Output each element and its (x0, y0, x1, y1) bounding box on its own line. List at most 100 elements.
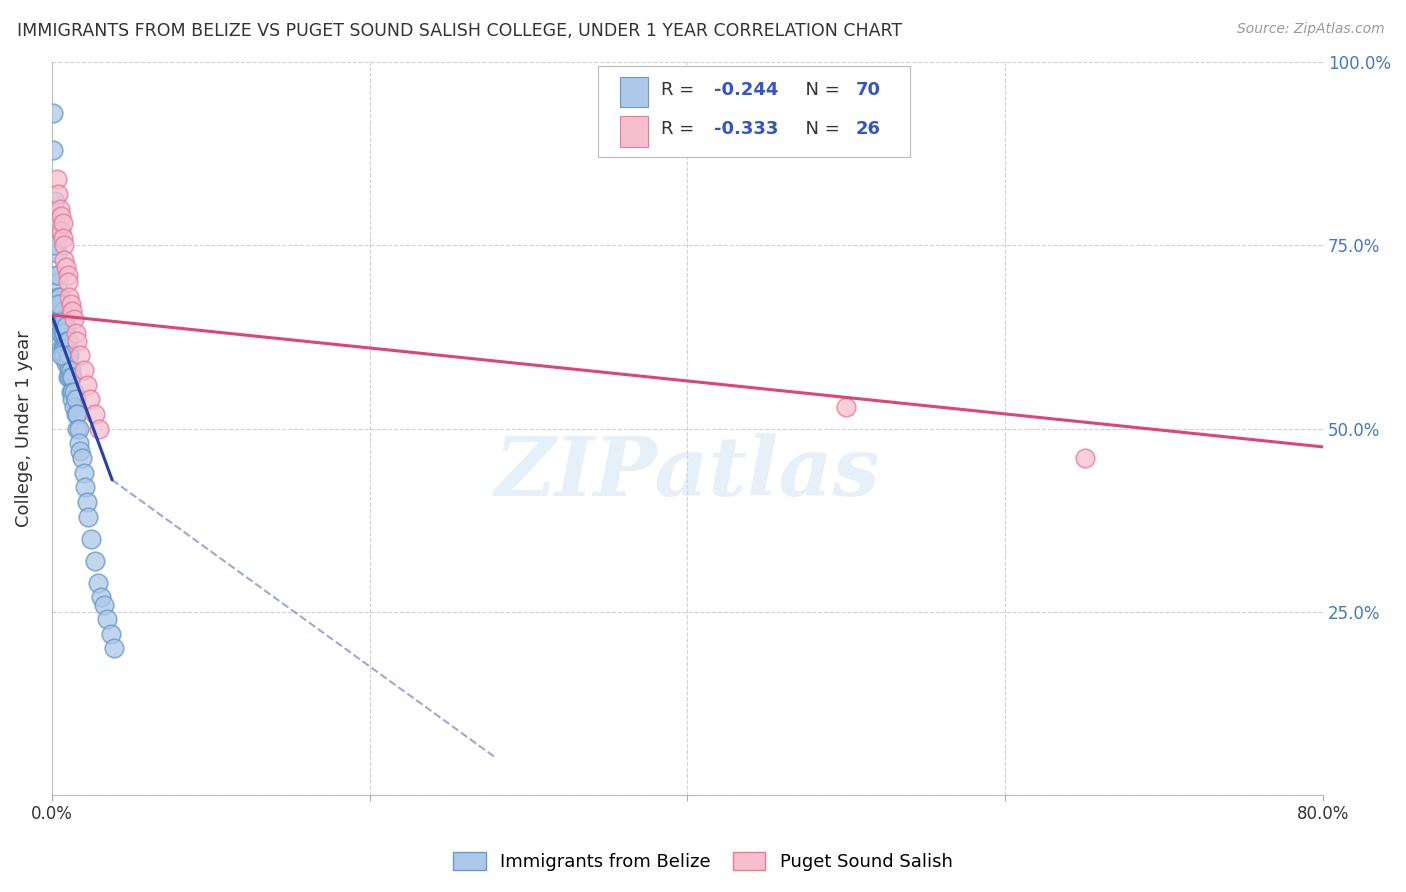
Text: -0.244: -0.244 (714, 80, 779, 99)
Point (56, 356, 79, 370)
Point (53, 311, 76, 326)
Point (62, 304, 84, 318)
Point (55, 334, 77, 348)
Point (45, 268, 67, 282)
Point (67, 436, 90, 450)
Point (56, 275, 79, 289)
Point (69, 443, 91, 458)
Point (55, 260, 77, 275)
Point (59, 363, 82, 377)
Point (83, 553, 105, 567)
Point (89, 421, 111, 435)
Point (76, 495, 98, 509)
Text: -0.333: -0.333 (714, 120, 779, 138)
Point (62, 370, 84, 384)
Point (72, 363, 94, 377)
Point (93, 598, 115, 612)
Point (53, 253, 76, 268)
Point (67, 421, 90, 435)
Point (70, 450, 93, 465)
Point (48, 311, 70, 326)
Point (52, 318, 75, 333)
Point (58, 290, 80, 304)
Point (44, 238, 66, 252)
Y-axis label: College, Under 1 year: College, Under 1 year (15, 330, 32, 527)
Point (45, 172, 67, 186)
Point (53, 238, 76, 252)
Point (52, 304, 75, 318)
Point (56, 348, 79, 362)
Point (63, 400, 86, 414)
Point (100, 627, 122, 641)
Point (59, 370, 82, 384)
Point (46, 290, 69, 304)
Point (46, 187, 69, 202)
Point (48, 304, 70, 318)
Point (835, 400, 858, 414)
Point (69, 348, 91, 362)
Point (55, 341, 77, 355)
FancyBboxPatch shape (620, 116, 648, 147)
Point (90, 590, 112, 604)
Point (65, 392, 87, 407)
Point (53, 326, 76, 341)
Point (46, 297, 69, 311)
Point (42, 106, 65, 120)
Point (48, 326, 70, 341)
Point (51, 348, 73, 362)
Point (80, 532, 103, 546)
Point (56, 334, 79, 348)
Text: N =: N = (794, 120, 846, 138)
Point (87, 575, 110, 590)
Point (51, 297, 73, 311)
Point (76, 377, 98, 392)
Point (66, 421, 89, 435)
Point (45, 231, 67, 245)
Text: Source: ZipAtlas.com: Source: ZipAtlas.com (1237, 22, 1385, 37)
Point (63, 384, 86, 399)
Point (75, 480, 97, 494)
FancyBboxPatch shape (620, 77, 648, 107)
Point (51, 311, 73, 326)
Point (58, 348, 80, 362)
Point (52, 348, 75, 362)
Point (65, 407, 87, 421)
Point (62, 384, 84, 399)
Text: N =: N = (794, 80, 846, 99)
FancyBboxPatch shape (599, 66, 910, 157)
Point (52, 216, 75, 230)
Point (59, 384, 82, 399)
Point (51, 341, 73, 355)
Point (56, 268, 79, 282)
Point (66, 334, 89, 348)
Text: ZIPatlas: ZIPatlas (495, 433, 880, 513)
Text: IMMIGRANTS FROM BELIZE VS PUGET SOUND SALISH COLLEGE, UNDER 1 YEAR CORRELATION C: IMMIGRANTS FROM BELIZE VS PUGET SOUND SA… (17, 22, 903, 40)
Point (44, 194, 66, 209)
Point (52, 231, 75, 245)
Point (45, 245, 67, 260)
Text: 26: 26 (855, 120, 880, 138)
Point (51, 224, 73, 238)
Point (44, 216, 66, 230)
Point (52, 326, 75, 341)
Point (66, 407, 89, 421)
Point (59, 297, 82, 311)
Point (55, 356, 77, 370)
Point (72, 466, 94, 480)
Text: R =: R = (661, 80, 700, 99)
Point (63, 311, 86, 326)
Point (83, 407, 105, 421)
Point (1074, 450, 1097, 465)
Point (77, 509, 100, 524)
Point (45, 268, 67, 282)
Point (79, 392, 101, 407)
Point (48, 202, 70, 216)
Point (51, 209, 73, 223)
Point (96, 612, 118, 626)
Point (58, 370, 80, 384)
Point (103, 641, 125, 656)
Point (56, 370, 79, 384)
Text: R =: R = (661, 120, 700, 138)
Point (52, 341, 75, 355)
Point (65, 326, 87, 341)
